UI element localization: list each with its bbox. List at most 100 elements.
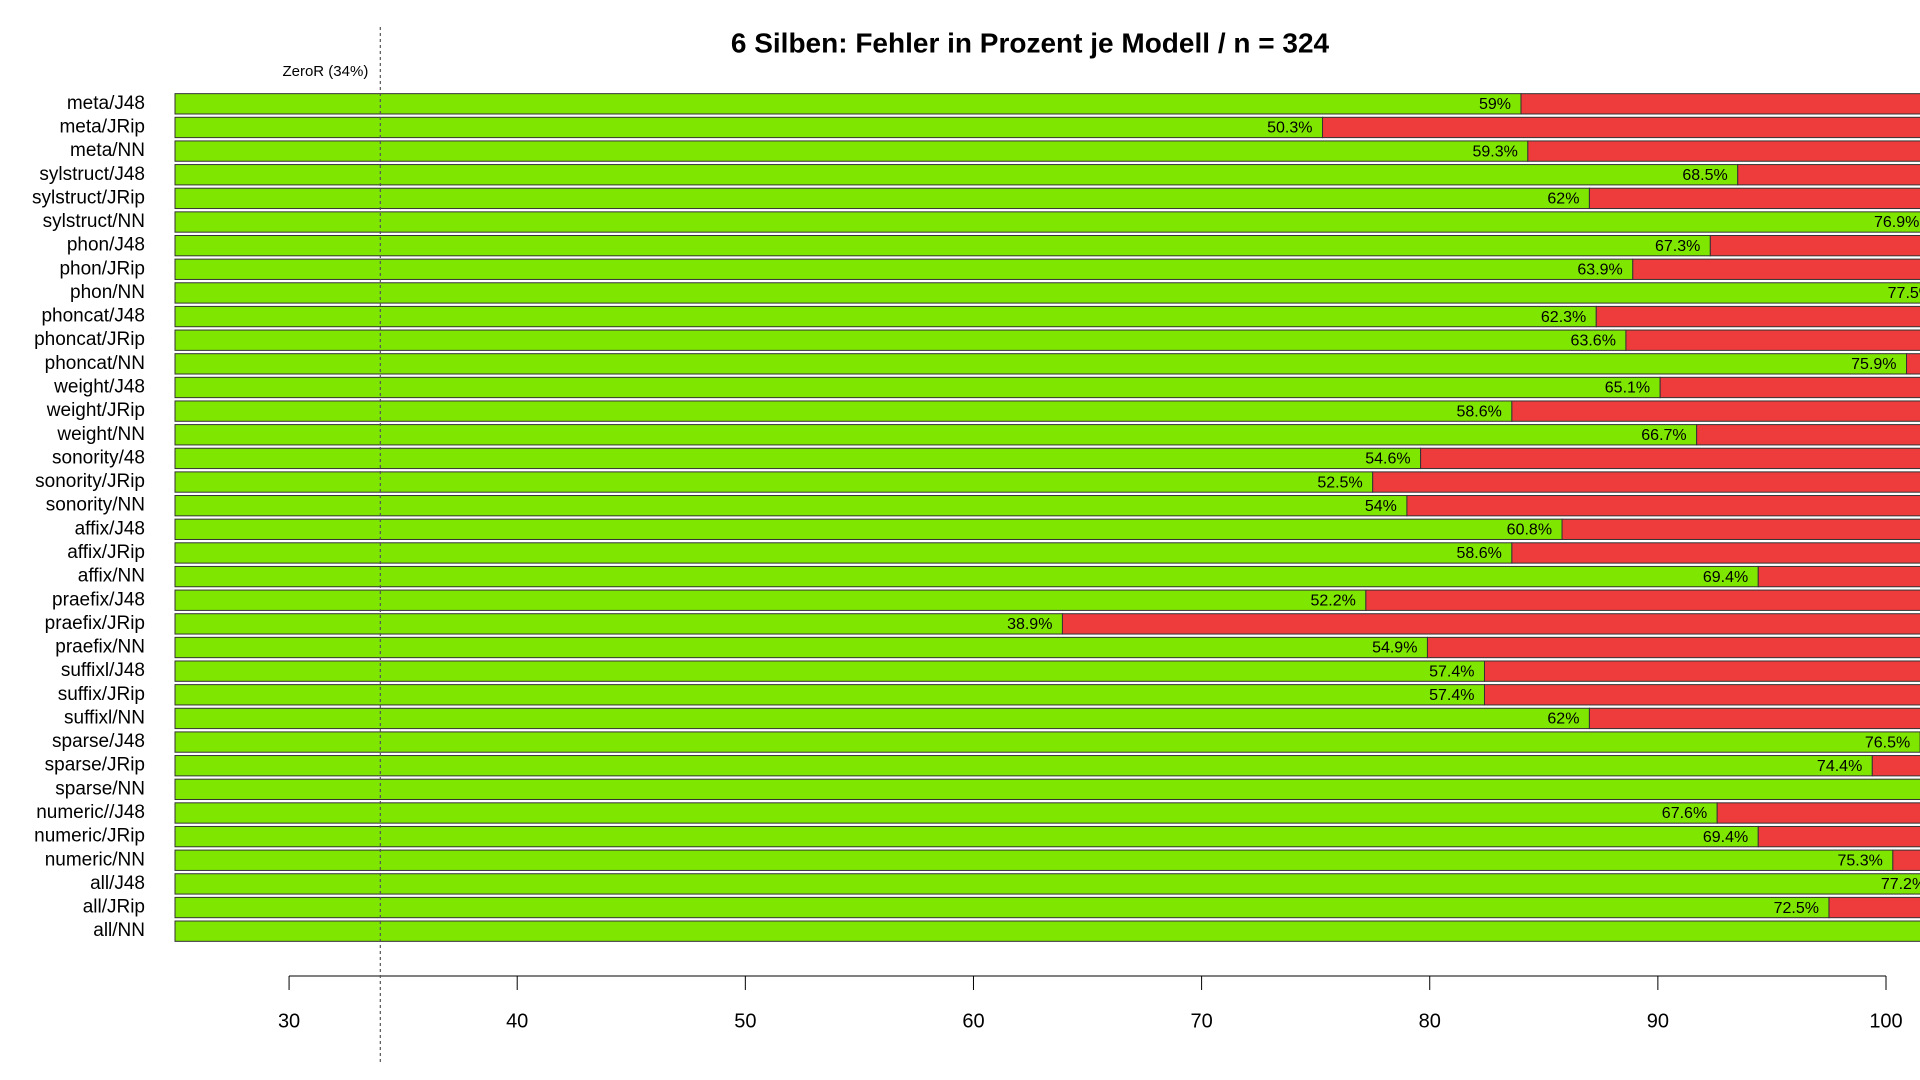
y-tick-label: meta/NN	[70, 140, 145, 161]
data-label: 62%	[1547, 711, 1579, 728]
bar-segment	[174, 495, 1408, 517]
bar-segment	[1595, 305, 1920, 328]
bar-segment	[174, 234, 1711, 257]
chart-title: 6 Silben: Fehler in Prozent je Modell / …	[731, 27, 1330, 58]
bar-segment	[1659, 376, 1920, 399]
y-tick-label: weight/NN	[56, 424, 145, 445]
bar-segment	[1696, 424, 1920, 446]
data-label: 76.9%	[1874, 214, 1919, 231]
y-tick-label: suffixl/NN	[64, 707, 145, 728]
y-tick-label: numeric//J48	[36, 802, 145, 823]
data-label: 58.6%	[1456, 403, 1501, 420]
bar-segment	[1588, 707, 1920, 730]
data-label: 52.5%	[1317, 474, 1362, 491]
bar-segment	[1828, 896, 1920, 919]
bar-segment	[1426, 636, 1920, 659]
data-label: 66.7%	[1641, 427, 1686, 444]
y-tick-label: sonority/JRip	[35, 471, 145, 492]
data-label: 58.6%	[1456, 545, 1501, 562]
data-label: 54.9%	[1372, 640, 1417, 657]
y-tick-label: affix/NN	[78, 566, 145, 587]
data-label: 77.2%	[1881, 876, 1920, 893]
data-label: 57.4%	[1429, 687, 1474, 704]
y-tick-label: sparse/J48	[52, 731, 145, 752]
y-tick-label: sylstruct/JRip	[32, 187, 145, 208]
data-label: 76.5%	[1865, 734, 1910, 751]
data-label: 52.2%	[1310, 592, 1355, 609]
y-tick-label: phon/J48	[67, 235, 145, 256]
y-tick-label: all/NN	[93, 920, 145, 941]
data-label: 69.4%	[1703, 829, 1748, 846]
y-tick-label: numeric/JRip	[34, 826, 145, 847]
bar-segment	[1511, 542, 1920, 564]
data-label: 38.9%	[1007, 616, 1052, 633]
x-tick-label: 70	[1190, 1010, 1212, 1032]
bar-segment	[174, 589, 1367, 611]
bar-segment	[1406, 495, 1920, 517]
bar-segment	[174, 93, 1522, 115]
y-tick-label: phoncat/J48	[41, 306, 145, 327]
y-tick-label: weight/JRip	[46, 400, 145, 421]
bar-segment	[1561, 518, 1920, 540]
data-label: 75.3%	[1837, 852, 1882, 869]
bar-segment	[1365, 589, 1920, 611]
y-tick-label: praefix/J48	[52, 589, 145, 610]
data-label: 62%	[1547, 191, 1579, 208]
bar-segment	[174, 731, 1920, 753]
bar-segment	[174, 187, 1590, 210]
bar-segment	[174, 471, 1374, 493]
bar-segment	[174, 542, 1513, 564]
data-label: 57.4%	[1429, 663, 1474, 680]
bar-segment	[174, 920, 1920, 942]
data-label: 63.6%	[1571, 332, 1616, 349]
x-tick-label: 90	[1647, 1010, 1669, 1032]
data-label: 50.3%	[1267, 120, 1312, 137]
y-tick-label: phoncat/JRip	[34, 329, 145, 350]
data-label: 59.3%	[1472, 143, 1517, 160]
data-label: 60.8%	[1507, 522, 1552, 539]
bar-segment	[174, 778, 1920, 801]
bar-segment	[1716, 802, 1920, 824]
y-tick-label: praefix/NN	[55, 637, 145, 658]
y-tick-label: sonority/NN	[46, 495, 145, 516]
y-tick-label: weight/J48	[53, 377, 145, 398]
bar-segment	[174, 282, 1920, 304]
data-label: 63.9%	[1577, 262, 1622, 279]
bar-segment	[1061, 613, 1920, 635]
data-label: 54%	[1365, 498, 1397, 515]
x-tick-label: 40	[506, 1010, 528, 1032]
bar-segment	[1483, 684, 1920, 706]
bar-segment	[174, 849, 1894, 871]
y-tick-label: suffix/JRip	[58, 684, 145, 705]
bar-segment	[1757, 825, 1920, 848]
reference-label: ZeroR (34%)	[282, 63, 368, 80]
y-tick-label: phon/JRip	[59, 258, 145, 279]
bar-segment	[174, 873, 1920, 895]
data-label: 74.4%	[1817, 758, 1862, 775]
bar-segment	[1906, 353, 1920, 375]
y-tick-label: phon/NN	[70, 282, 145, 303]
data-label: 59%	[1479, 96, 1511, 113]
bar-segment	[174, 565, 1759, 588]
bar-segment	[174, 613, 1063, 635]
bar-segment	[174, 636, 1428, 659]
bar-segment	[174, 376, 1661, 399]
bar-segment	[1483, 660, 1920, 682]
data-label: 67.3%	[1655, 238, 1700, 255]
x-tick-label: 50	[734, 1010, 756, 1032]
data-label: 75.9%	[1851, 356, 1896, 373]
bar-segment	[1737, 164, 1920, 186]
bar-segment	[174, 329, 1627, 351]
data-label: 69.4%	[1703, 569, 1748, 586]
bar-segment	[1871, 755, 1920, 777]
x-tick-label: 60	[962, 1010, 984, 1032]
data-label: 72.5%	[1774, 900, 1819, 917]
bar-segment	[174, 424, 1698, 446]
bar-segment	[1757, 565, 1920, 588]
y-tick-label: sylstruct/J48	[39, 164, 145, 185]
bar-segment	[1527, 140, 1920, 162]
bar-segment	[1511, 400, 1920, 422]
bar-segment	[174, 258, 1634, 280]
y-tick-label: sylstruct/NN	[43, 211, 145, 232]
